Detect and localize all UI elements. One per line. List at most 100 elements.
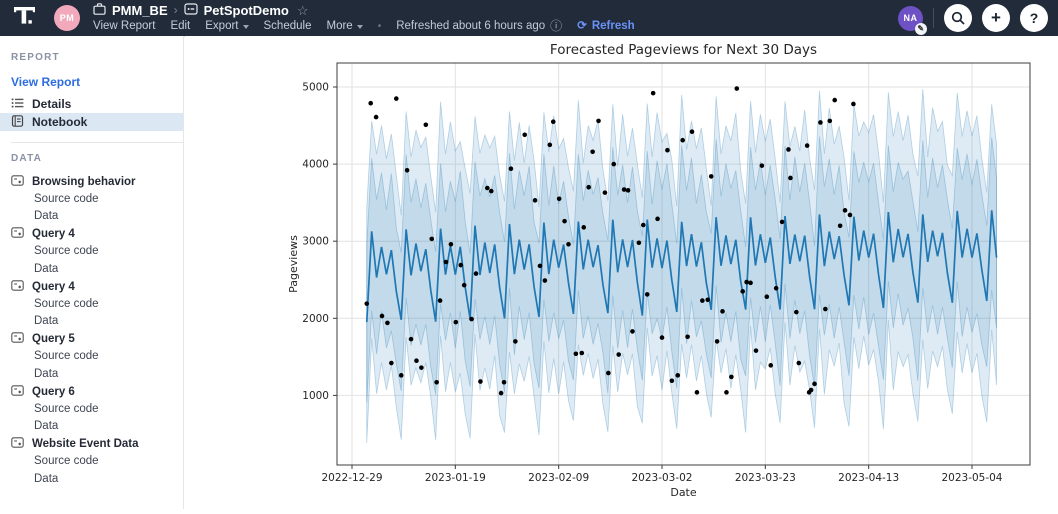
breadcrumb-workspace[interactable]: PMM_BE xyxy=(112,3,168,18)
report-section-header: REPORT xyxy=(0,52,183,63)
query-sublink-data[interactable]: Data xyxy=(0,471,183,489)
caret-down-icon xyxy=(243,25,249,29)
query-sublink-data[interactable]: Data xyxy=(0,313,183,331)
query-item-query-6[interactable]: Query 6 xyxy=(0,383,183,401)
query-window-icon xyxy=(11,332,24,346)
refresh-icon: ⟳ xyxy=(577,20,587,33)
query-item-label: Query 4 xyxy=(32,228,75,240)
y-tick-label: 4000 xyxy=(302,159,329,171)
x-tick-label: 2023-04-13 xyxy=(838,472,899,484)
view-report-link[interactable]: View Report xyxy=(0,63,183,95)
y-tick-label: 3000 xyxy=(302,236,329,248)
menu-item-label: More xyxy=(326,20,352,33)
query-sublink-source-code[interactable]: Source code xyxy=(0,296,183,314)
user-avatar[interactable]: NA ✎ xyxy=(898,6,923,31)
separator-dot: • xyxy=(378,20,382,33)
sidebar-item-label: Notebook xyxy=(32,115,87,129)
report-menu: View Report Edit Export Schedule More • Refres… xyxy=(93,20,635,33)
query-window-icon xyxy=(11,280,24,294)
query-window-icon xyxy=(11,385,24,399)
x-axis-label: Date xyxy=(670,486,697,499)
query-sublink-data[interactable]: Data xyxy=(0,208,183,226)
query-window-icon xyxy=(11,175,24,189)
plus-icon: + xyxy=(991,9,1001,26)
query-window-icon xyxy=(11,437,24,451)
menu-item-more[interactable]: More xyxy=(326,20,362,33)
list-icon xyxy=(11,97,24,112)
search-icon xyxy=(951,11,965,25)
briefcase-icon xyxy=(93,3,106,18)
workspace-avatar[interactable]: PM xyxy=(54,5,80,31)
chart-panel: Forecasted Pageviews for Next 30 Days 202… xyxy=(185,36,1058,509)
query-sublink-data[interactable]: Data xyxy=(0,261,183,279)
y-tick-label: 1000 xyxy=(302,390,329,402)
caret-down-icon xyxy=(357,25,363,29)
data-tree: Browsing behaviorSource codeDataQuery 4S… xyxy=(0,173,183,488)
x-tick-label: 2023-03-23 xyxy=(735,472,796,484)
menu-item-view-report[interactable]: View Report xyxy=(93,20,155,33)
mode-logo-icon[interactable] xyxy=(12,3,38,34)
y-tick-label: 5000 xyxy=(302,82,329,94)
y-tick-label: 2000 xyxy=(302,313,329,325)
query-sublink-data[interactable]: Data xyxy=(0,418,183,436)
query-item-website-event-data[interactable]: Website Event Data xyxy=(0,436,183,454)
menu-item-label: View Report xyxy=(93,20,155,33)
query-window-icon xyxy=(11,227,24,241)
x-tick-label: 2023-05-04 xyxy=(941,472,1002,484)
data-section-header: DATA xyxy=(0,153,183,164)
info-icon[interactable]: ⓘ xyxy=(550,20,562,33)
x-tick-label: 2023-02-09 xyxy=(528,472,589,484)
breadcrumb-chevron: › xyxy=(174,3,178,18)
topbar-divider xyxy=(933,8,934,28)
query-item-label: Query 6 xyxy=(32,386,75,398)
search-button[interactable] xyxy=(944,4,972,32)
query-sublink-data[interactable]: Data xyxy=(0,366,183,384)
query-sublink-source-code[interactable]: Source code xyxy=(0,191,183,209)
favorite-star-icon[interactable]: ☆ xyxy=(297,3,309,18)
sidebar-item-notebook[interactable]: Notebook xyxy=(0,113,183,131)
question-icon: ? xyxy=(1030,10,1039,26)
menu-item-export[interactable]: Export xyxy=(205,20,248,33)
report-title[interactable]: PetSpotDemo xyxy=(204,3,289,18)
user-avatar-initials: NA xyxy=(904,13,918,23)
query-item-label: Query 5 xyxy=(32,333,75,345)
topbar: PM PMM_BE › PetSpotDemo ☆ View ReportEdi xyxy=(0,0,1058,36)
query-sublink-source-code[interactable]: Source code xyxy=(0,453,183,471)
refresh-label: Refresh xyxy=(592,20,635,33)
query-item-query-4[interactable]: Query 4 xyxy=(0,278,183,296)
notebook-icon xyxy=(11,115,24,130)
help-button[interactable]: ? xyxy=(1020,4,1048,32)
refreshed-status: Refreshed about 6 hours ago ⓘ xyxy=(396,20,562,33)
refreshed-text: Refreshed about 6 hours ago xyxy=(396,20,545,33)
x-tick-label: 2022-12-29 xyxy=(321,472,382,484)
menu-item-schedule[interactable]: Schedule xyxy=(264,20,312,33)
query-sublink-source-code[interactable]: Source code xyxy=(0,348,183,366)
query-item-query-5[interactable]: Query 5 xyxy=(0,331,183,349)
sidebar-item-label: Details xyxy=(32,97,71,111)
y-axis-label: Pageviews xyxy=(287,235,300,293)
new-report-button[interactable]: + xyxy=(982,4,1010,32)
query-item-query-4[interactable]: Query 4 xyxy=(0,226,183,244)
sidebar: REPORT View Report Details Notebook DATA… xyxy=(0,36,184,509)
sidebar-item-details[interactable]: Details xyxy=(0,95,183,113)
refresh-button[interactable]: ⟳ Refresh xyxy=(577,20,634,33)
menu-item-edit[interactable]: Edit xyxy=(170,20,190,33)
forecast-chart: Forecasted Pageviews for Next 30 Days 202… xyxy=(185,36,1058,509)
query-sublink-source-code[interactable]: Source code xyxy=(0,401,183,419)
report-type-icon xyxy=(184,3,198,18)
x-tick-label: 2023-03-02 xyxy=(631,472,692,484)
query-item-label: Browsing behavior xyxy=(32,176,136,188)
menu-item-label: Schedule xyxy=(264,20,312,33)
sidebar-divider xyxy=(11,142,183,143)
query-sublink-source-code[interactable]: Source code xyxy=(0,243,183,261)
menu-item-label: Export xyxy=(205,20,238,33)
query-item-label: Query 4 xyxy=(32,281,75,293)
edit-pencil-badge: ✎ xyxy=(915,23,927,35)
query-item-label: Website Event Data xyxy=(32,438,139,450)
chart-title: Forecasted Pageviews for Next 30 Days xyxy=(550,42,817,58)
topbar-right: NA ✎ + ? xyxy=(898,4,1048,32)
menu-item-label: Edit xyxy=(170,20,190,33)
query-item-browsing-behavior[interactable]: Browsing behavior xyxy=(0,173,183,191)
x-tick-label: 2023-01-19 xyxy=(425,472,486,484)
breadcrumb: PMM_BE › PetSpotDemo ☆ View Report Edit Ex… xyxy=(93,0,635,36)
